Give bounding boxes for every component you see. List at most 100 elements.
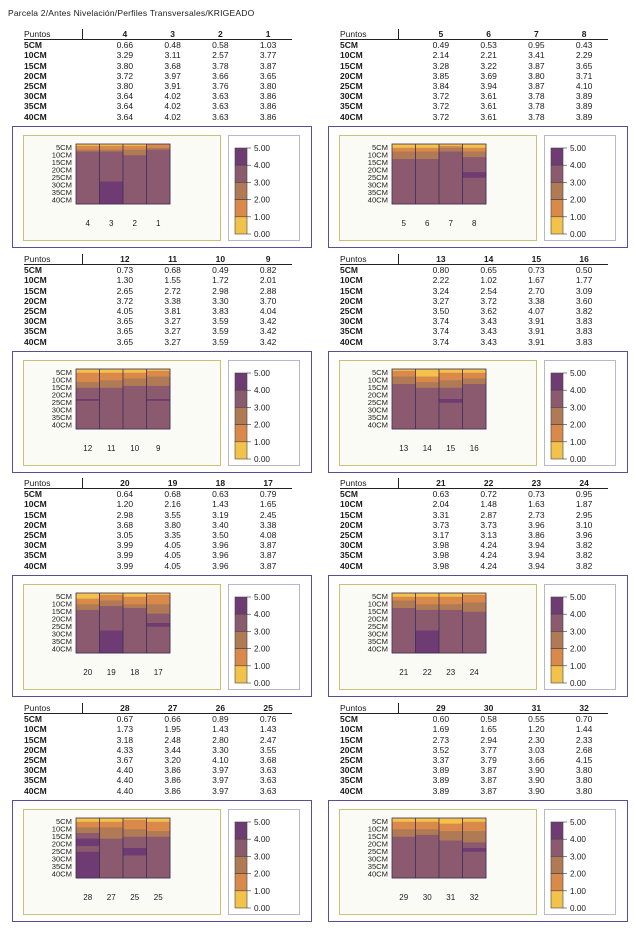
legend-tick-label: 0.00 [254,679,270,688]
legend-tick-label: 3.00 [254,403,270,412]
heatmap-cell [462,857,487,860]
heatmap-cell [415,159,440,162]
heatmap-cell [439,611,463,615]
heatmap-depth-label: 25CM [368,398,388,407]
legend-swatch [550,147,564,166]
heatmap-cell [462,647,487,650]
heatmap-cell [439,192,463,196]
heatmap-cell [439,406,463,409]
value-cell: 3.98 [432,540,450,551]
heatmap-cell [439,594,463,598]
heatmap-cell [392,647,416,650]
x-tick-label: 28 [83,893,92,902]
color-legend: 5.00 4.00 3.00 2.00 1.00 0.00 [544,584,616,690]
x-tick-label: 10 [130,444,139,453]
heatmap-cell [99,596,124,600]
heatmap-cell [146,380,171,383]
table-spacer [83,265,102,276]
row-header-label: Puntos [24,703,83,715]
table-spacer [399,81,418,91]
heatmap-cell [392,369,416,372]
table-row: 5CM 0.66 0.48 0.58 1.03 [24,40,292,51]
legend-tick-label: 0.00 [570,904,586,913]
heatmap-cell [439,596,463,600]
depth-label: 35CM [24,550,47,561]
heatmap-cell [392,166,416,169]
legend-svg: 5.004.003.002.001.000.00 [234,593,270,688]
value-cell: 1.03 [259,40,277,51]
heatmap-cell [99,626,124,630]
heatmap-cell [76,615,100,618]
heatmap-cell [439,647,463,650]
value-cell: 2.94 [480,734,497,745]
heatmap-cell [76,641,100,645]
heatmap-cell [146,412,171,415]
heatmap-cell [415,606,440,609]
heatmap-depth-label: 35CM [368,413,388,422]
value-cell: 3.89 [432,785,450,796]
heatmap-cell [415,825,440,828]
heatmap-cell [392,593,416,596]
table-spacer [83,489,102,500]
table-spacer [83,40,102,51]
value-cell: 0.73 [528,489,545,500]
heatmap-cell [439,600,463,603]
heatmap-cell [462,159,487,162]
depth-label: 30CM [340,316,363,327]
value-cell: 3.94 [480,81,497,92]
heatmap-cell [439,645,463,648]
value-cell: 3.70 [259,295,277,306]
heatmap-depth-label: 5CM [56,817,72,826]
heatmap-cell [99,857,124,860]
heatmap-cell [99,187,124,190]
heatmap-cell [439,870,463,873]
heatmap-depth-label: 5CM [372,592,388,601]
value-cell: 3.78 [212,60,229,71]
heatmap-cell [146,423,171,426]
heatmap-cell [99,611,124,615]
heatmap-cell [462,387,487,391]
heatmap-cell [462,864,487,868]
heatmap-cell [415,200,440,203]
heatmap-cell [462,626,487,630]
value-cell: 1.02 [480,275,497,286]
heatmap-cell [146,861,171,864]
x-tick-label: 1 [156,219,161,228]
legend-swatch [234,164,248,183]
legend-swatch [234,199,248,218]
heatmap-depth-label: 5CM [56,143,72,152]
heatmap-cell [99,853,124,856]
table-spacer [83,786,102,796]
x-tick-label: 13 [399,444,408,453]
heatmap-cell [99,840,124,843]
heatmap-cell [415,831,440,834]
depth-label: 5CM [340,714,358,725]
heatmap-cell [123,641,147,645]
heatmap-cell [123,147,147,151]
value-cell: 4.24 [480,540,497,551]
heatmap-cell [462,391,487,394]
heatmap-depth-label: 30CM [368,630,388,639]
heatmap-cell [146,189,171,192]
value-cell: 3.82 [575,306,593,317]
value-cell: 3.05 [116,530,134,541]
heatmap-cell [123,836,147,840]
table-spacer [399,724,418,734]
table-spacer [399,337,418,347]
legend-tick-label: 5.00 [254,144,270,153]
heatmap-cell [439,202,463,205]
heatmap-cell [123,391,147,394]
value-cell: 3.97 [212,775,229,786]
legend-tick-label: 4.00 [570,161,586,170]
heatmap-cell [123,615,147,618]
heatmap-cell [146,174,171,177]
heatmap-cell [123,177,147,181]
heatmap-cell [462,821,487,825]
heatmap-depth-label: 20CM [52,391,72,400]
heatmap-cell [462,425,487,428]
color-legend: 5.00 4.00 3.00 2.00 1.00 0.00 [228,135,300,241]
heatmap-cell [415,370,440,374]
heatmap-cell [392,192,416,196]
heatmap-cell [76,399,100,402]
page-title: Parcela 2/Antes Nivelación/Perfiles Tran… [8,8,255,18]
